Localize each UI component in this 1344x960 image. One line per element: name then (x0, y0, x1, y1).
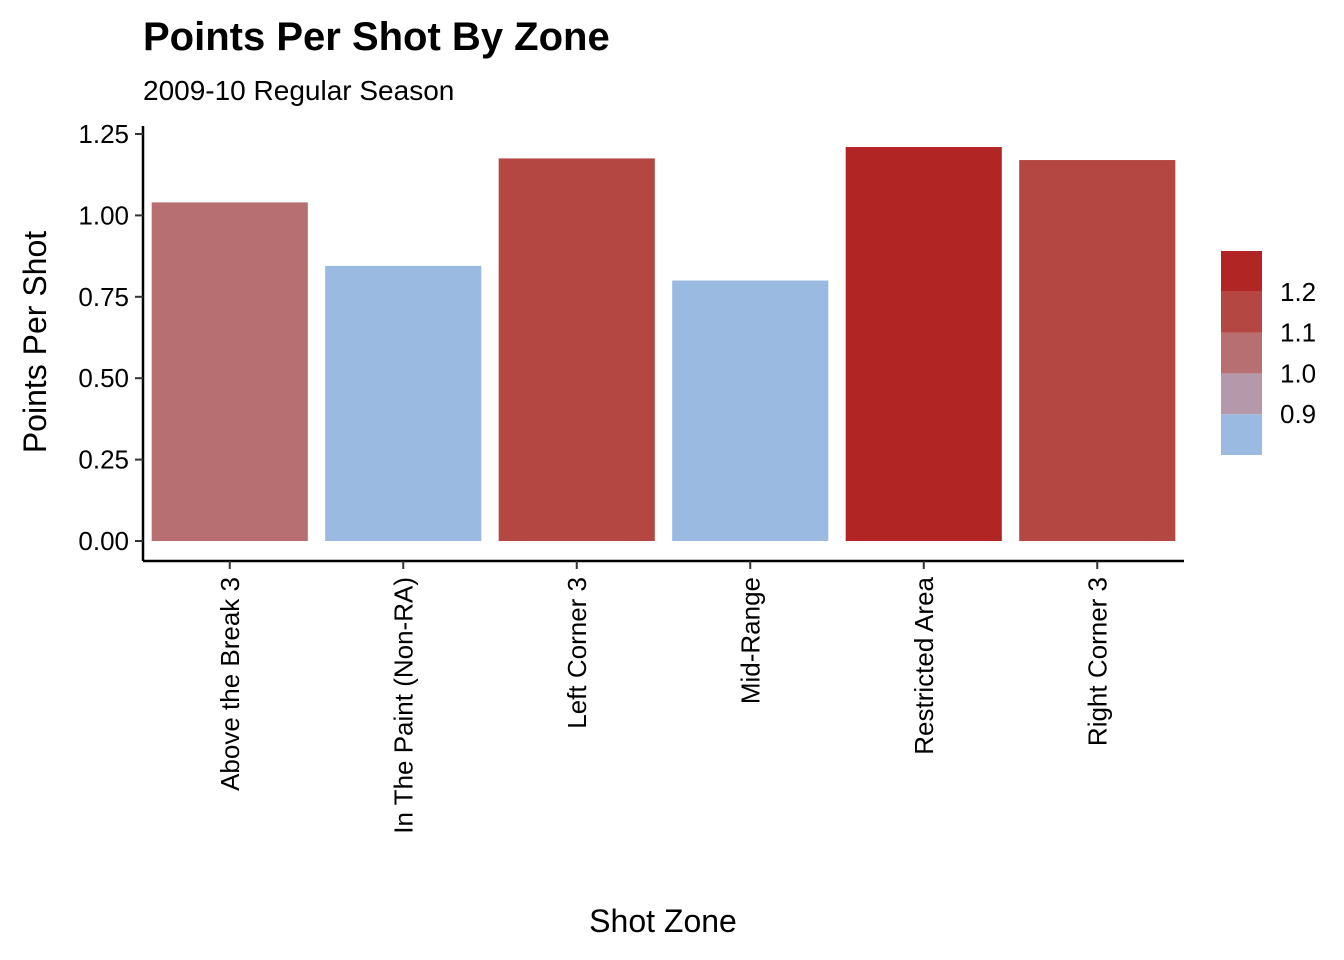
chart-title: Points Per Shot By Zone (143, 15, 610, 59)
y-tick-label: 0.00 (78, 526, 129, 556)
legend-swatch (1221, 373, 1262, 415)
y-axis: 0.00 0.25 0.50 0.75 1.00 1.25 (78, 119, 145, 561)
y-tick-label: 1.00 (78, 200, 129, 230)
bar (151, 202, 308, 541)
legend-swatch (1221, 251, 1262, 292)
y-tick-label: 1.25 (78, 119, 129, 149)
bar (845, 147, 1002, 542)
x-tick-label: Restricted Area (909, 576, 939, 754)
chart-subtitle: 2009-10 Regular Season (143, 75, 454, 106)
legend-swatch (1221, 291, 1262, 333)
legend-swatch (1221, 414, 1262, 455)
x-tick-label: In The Paint (Non-RA) (388, 577, 418, 834)
legend-label: 1.0 (1280, 358, 1316, 388)
x-axis: Above the Break 3 In The Paint (Non-RA) Le… (143, 559, 1184, 834)
y-tick-label: 0.50 (78, 363, 129, 393)
x-tick-label: Above the Break 3 (215, 577, 245, 791)
x-axis-title: Shot Zone (589, 903, 737, 939)
x-tick-label: Left Corner 3 (562, 577, 592, 729)
bar (325, 265, 482, 541)
legend-label: 1.1 (1280, 318, 1316, 348)
x-tick-label: Mid-Range (735, 577, 765, 704)
color-legend: 0.9 1.0 1.1 1.2 (1221, 251, 1316, 455)
y-axis-title: Points Per Shot (17, 231, 53, 453)
bar (498, 158, 655, 542)
y-tick-label: 0.75 (78, 282, 129, 312)
bar (672, 280, 829, 541)
x-tick-label: Right Corner 3 (1082, 577, 1112, 746)
legend-label: 1.2 (1280, 277, 1316, 307)
legend-swatch (1221, 332, 1262, 374)
y-tick-label: 0.25 (78, 445, 129, 475)
bars-group (151, 147, 1176, 542)
bar (1019, 160, 1176, 541)
legend-label: 0.9 (1280, 399, 1316, 429)
